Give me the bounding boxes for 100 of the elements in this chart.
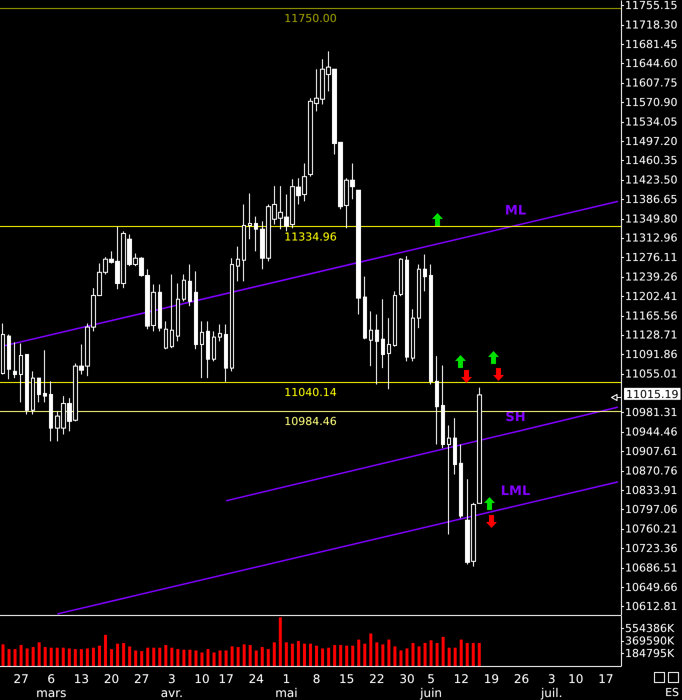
bar (472, 642, 475, 666)
candlestick (423, 254, 427, 292)
y-tick-label: 11349.80 (625, 212, 678, 226)
candlestick (164, 320, 168, 350)
y-tick-label: 10797.06 (625, 503, 678, 516)
x-tick-label: 27 (134, 672, 150, 686)
bar (68, 648, 71, 666)
x-tick-label: 3 juil. (540, 672, 562, 700)
candlestick (435, 356, 439, 445)
y-tick-label: 554386K (625, 622, 675, 635)
y-tick-label: 11091.86 (625, 348, 678, 362)
y-tick-label: 184795K (625, 646, 675, 660)
bar (146, 648, 150, 666)
candlestick (405, 256, 409, 362)
bar (44, 647, 47, 666)
candlestick (13, 342, 17, 379)
x-tick-label: 13 (74, 672, 90, 686)
candlestick (363, 276, 367, 340)
y-tick-label: 11570.90 (625, 96, 678, 109)
candlestick (212, 330, 216, 362)
candlestick (356, 190, 361, 315)
y-tick-label: 10686.51 (625, 561, 678, 574)
bar (315, 646, 318, 666)
bar (418, 646, 421, 666)
bar (375, 642, 378, 666)
x-tick-label: 19 (484, 672, 500, 686)
y-tick-label: 10981.31 (625, 406, 678, 420)
bar (369, 634, 372, 666)
bar (218, 650, 222, 666)
bar (424, 642, 427, 666)
bar (309, 644, 312, 666)
bar (110, 649, 114, 666)
candlestick (218, 324, 222, 342)
bar (50, 648, 53, 666)
bar (236, 647, 240, 666)
bar (399, 650, 402, 666)
bar (321, 648, 324, 666)
bar (351, 646, 354, 666)
bar (32, 647, 35, 666)
bar (381, 644, 384, 666)
series-label: LML (500, 484, 530, 500)
x-tick-label: 26 (514, 672, 530, 686)
bar (86, 648, 89, 666)
candlestick (441, 365, 445, 449)
y-tick-label: 11644.60 (625, 57, 678, 70)
candlestick (399, 258, 403, 297)
y-tick-label: 10649.66 (625, 580, 678, 594)
bar (14, 649, 17, 666)
bar (26, 648, 29, 666)
bar (98, 646, 101, 666)
y-tick-label: 10944.46 (625, 426, 678, 439)
ref-line-label: 11750.00 (284, 12, 337, 26)
bar (430, 640, 433, 666)
x-tick-label: 1 mai (275, 672, 298, 700)
bar (122, 642, 126, 666)
candlestick (206, 320, 210, 379)
bar (134, 650, 138, 666)
y-tick-label: 11386.65 (625, 192, 678, 206)
x-tick-label: 3 avr. (160, 672, 183, 700)
bar (460, 640, 463, 666)
ref-line-label: 11334.96 (284, 230, 337, 244)
bar (176, 649, 180, 666)
x-tick-label: 27 (13, 672, 29, 686)
candlestick (411, 308, 415, 362)
y-tick-label: 11681.45 (625, 38, 678, 51)
bar (448, 648, 451, 666)
bar (266, 649, 270, 666)
candlestick (7, 334, 11, 380)
y-tick-label: 10833.91 (625, 484, 678, 497)
bar (74, 649, 77, 666)
x-tick-label: 6 mars (36, 672, 66, 700)
candlestick (182, 274, 186, 302)
bar (302, 644, 306, 666)
candlestick (477, 387, 482, 504)
bar (56, 648, 59, 666)
candlestick (230, 258, 234, 372)
bar (327, 648, 330, 666)
candlestick (393, 290, 397, 348)
y-tick-label: 10760.21 (625, 522, 678, 536)
bar (80, 649, 83, 666)
bar (454, 648, 457, 666)
x-tick-label: 17 (218, 672, 234, 686)
bar (62, 648, 65, 666)
y-tick-label: 11165.56 (625, 309, 678, 322)
bar (152, 648, 156, 666)
y-tick-label: 11055.01 (625, 367, 678, 380)
candlestick (242, 204, 246, 282)
x-tick-label: 22 (369, 672, 384, 686)
ref-line-label: 11040.14 (284, 386, 337, 399)
bar (466, 642, 469, 666)
y-tick-label: 10612.81 (625, 600, 678, 614)
text: ES (665, 686, 680, 699)
x-tick-label: 17 (598, 672, 614, 686)
bar (442, 636, 445, 666)
candlestick (49, 380, 53, 442)
x-tick-label: 12 (454, 672, 469, 686)
y-tick-label: 10723.36 (625, 542, 678, 555)
bar (296, 640, 300, 666)
candlestick (453, 418, 457, 475)
bar (164, 645, 168, 666)
